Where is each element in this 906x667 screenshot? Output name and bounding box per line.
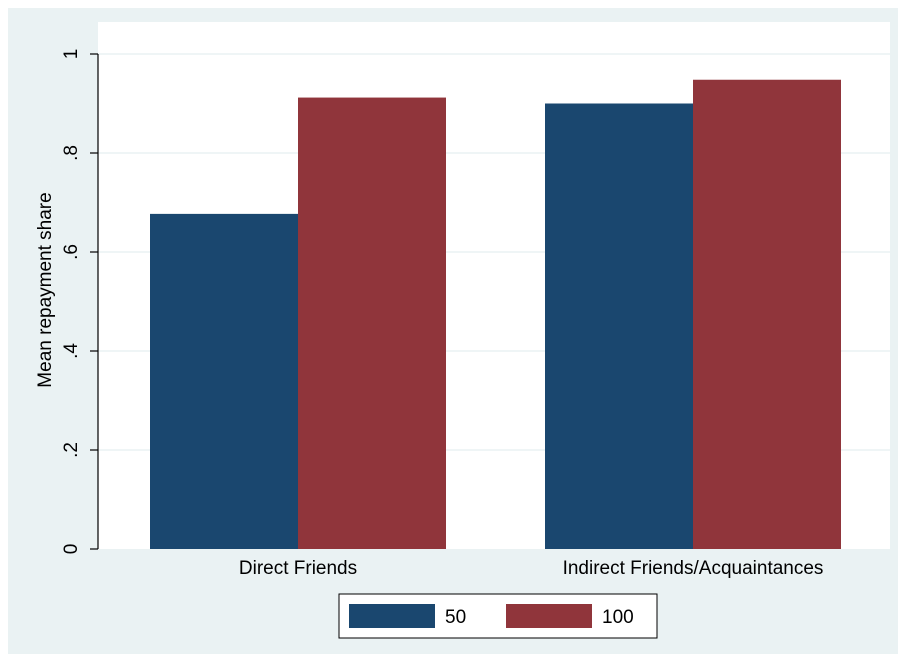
bar — [545, 103, 693, 549]
x-axis: Direct Friends Indirect Friends/Acquainta… — [239, 558, 824, 579]
y-tick-label: .8 — [61, 145, 82, 161]
x-tick-label: Indirect Friends/Acquaintances — [563, 558, 824, 579]
bar — [693, 79, 841, 550]
legend-swatch — [506, 604, 592, 628]
y-tick-label: .2 — [61, 442, 82, 458]
bar — [150, 213, 298, 549]
x-tick-label: Direct Friends — [239, 558, 357, 579]
legend-label: 100 — [602, 607, 634, 628]
y-tick-label: .4 — [61, 343, 82, 359]
y-tick-label: 1 — [61, 49, 82, 60]
y-tick-label: .6 — [61, 244, 82, 260]
y-axis: 0 .2 .4 .6 .8 1 — [61, 49, 99, 555]
legend-label: 50 — [445, 607, 466, 628]
legend: 50 100 — [338, 593, 658, 639]
y-tick-label: 0 — [61, 544, 82, 555]
legend-swatch — [349, 604, 435, 628]
bars — [150, 79, 841, 550]
y-axis-label: Mean repayment share — [35, 192, 56, 387]
bar — [298, 97, 446, 549]
